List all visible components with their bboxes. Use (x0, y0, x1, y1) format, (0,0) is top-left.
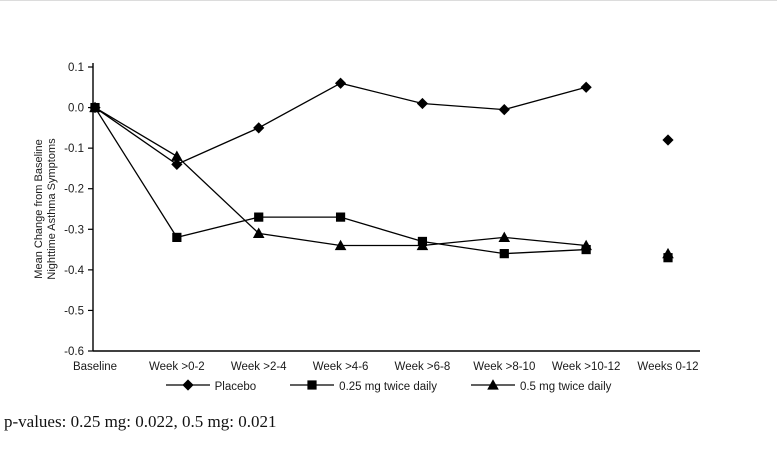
diamond-marker (662, 134, 674, 146)
triangle-marker (662, 247, 674, 259)
y-tick-label: 0.1 (68, 62, 84, 74)
y-tick-label: -0.2 (64, 184, 84, 196)
series-line-placebo (94, 82, 587, 166)
square-legend-marker (290, 378, 335, 397)
x-tick-label: Week >2-4 (231, 361, 287, 373)
triangle-marker (416, 239, 429, 251)
y-axis-title: Mean Change from Baseline (33, 139, 45, 278)
asthma-symptoms-chart: 0.1 0.0 -0.1 -0.2 -0.3 -0.4 -0.5 -0.6 Baseline We… (0, 1, 777, 376)
legend-label: 0.5 mg twice daily (519, 381, 612, 393)
diamond-marker (253, 122, 265, 134)
diamond-legend-marker (165, 378, 210, 397)
x-tick-label: Week >0-2 (149, 361, 205, 373)
p-values-footnote: p-values: 0.25 mg: 0.022, 0.5 mg: 0.021 (4, 412, 277, 431)
diamond-marker (580, 81, 592, 93)
x-tick-label: Baseline (73, 361, 117, 373)
triangle-marker (498, 231, 511, 242)
triangle-marker (580, 239, 592, 251)
square-marker (499, 249, 509, 259)
y-tick-label: 0.0 (68, 103, 84, 115)
triangle-marker (89, 101, 101, 113)
y-tick-label: -0.6 (64, 346, 84, 358)
diamond-marker (171, 158, 183, 170)
legend-label: 0.25 mg twice daily (339, 381, 437, 393)
diamond-marker (416, 97, 429, 110)
square-marker (172, 232, 182, 242)
square-marker (307, 379, 317, 390)
legend-item-05mg: 0.5 mg twice daily (470, 378, 612, 397)
triangle-legend-marker (470, 378, 515, 397)
chart-canvas: 0.1 0.0 -0.1 -0.2 -0.3 -0.4 -0.5 -0.6 Baseline We… (33, 62, 700, 373)
legend-item-025mg: 0.25 mg twice daily (290, 378, 437, 397)
x-tick-label: Week >6-8 (395, 361, 451, 373)
x-tick-label: Week >8-10 (473, 361, 535, 373)
chart-legend: Placebo 0.25 mg twice daily 0.5 mg twice… (0, 376, 777, 398)
y-tick-label: -0.4 (64, 265, 84, 277)
triangle-marker (171, 150, 183, 161)
y-tick-label: -0.5 (64, 305, 84, 317)
diamond-marker (182, 378, 194, 391)
square-marker (254, 212, 264, 222)
y-axis-title: Nighttime Asthma Symptoms (46, 138, 58, 280)
diamond-marker (498, 104, 510, 116)
x-tick-label: Week >4-6 (313, 361, 369, 373)
triangle-marker (334, 239, 347, 251)
triangle-marker (487, 378, 499, 390)
triangle-marker (252, 227, 265, 238)
series-line-0-25-mg-twice-daily (94, 107, 587, 255)
square-marker (335, 212, 346, 222)
x-tick-label: Week >10-12 (552, 361, 621, 373)
legend-item-placebo: Placebo (165, 378, 257, 397)
diamond-marker (334, 77, 347, 89)
y-tick-label: -0.3 (64, 224, 84, 236)
legend-label: Placebo (214, 381, 257, 393)
y-tick-label: -0.1 (64, 143, 84, 155)
x-tick-label: Weeks 0-12 (637, 361, 698, 373)
